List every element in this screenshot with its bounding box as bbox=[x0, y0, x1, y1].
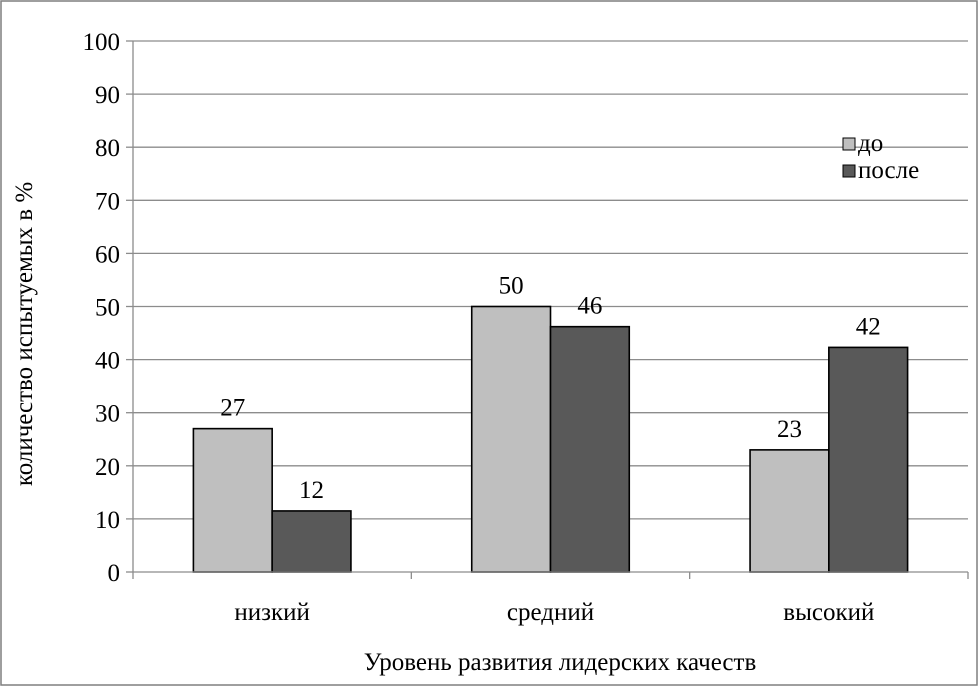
bar bbox=[271, 510, 352, 573]
y-tick-label: 50 bbox=[95, 295, 120, 322]
y-tick-label: 30 bbox=[95, 401, 120, 428]
data-label: 50 bbox=[499, 273, 524, 300]
data-label: 46 bbox=[577, 293, 602, 320]
data-label: 27 bbox=[220, 395, 245, 422]
axes: 0 10 20 30 40 50 60 70 80 90 100 bbox=[83, 29, 969, 587]
bar bbox=[749, 449, 830, 573]
y-tick-label: 100 bbox=[83, 29, 121, 56]
y-tick-label: 90 bbox=[95, 82, 120, 109]
legend-swatch bbox=[842, 137, 856, 151]
y-axis-title: количество испытуемых в % bbox=[11, 182, 38, 486]
y-tick-label: 70 bbox=[95, 188, 120, 215]
y-tick-label: 60 bbox=[95, 241, 120, 268]
bar bbox=[828, 346, 909, 573]
data-label: 42 bbox=[856, 313, 881, 340]
data-label: 23 bbox=[777, 416, 802, 443]
legend-label: после bbox=[858, 157, 919, 184]
category-label: низкий bbox=[234, 599, 310, 626]
labels: 27 12 низкий 50 46 средний 23 42 высокий bbox=[220, 273, 880, 627]
y-tick-label: 10 bbox=[95, 507, 120, 534]
category-label: средний bbox=[507, 599, 594, 626]
y-tick-label: 80 bbox=[95, 135, 120, 162]
legend-swatch bbox=[842, 164, 856, 178]
x-axis-title: Уровень развития лидерских качеств bbox=[364, 649, 757, 676]
category-label: высокий bbox=[783, 599, 874, 626]
bar bbox=[549, 325, 631, 573]
y-tick-label: 20 bbox=[95, 454, 120, 481]
bar bbox=[192, 427, 273, 573]
data-label: 12 bbox=[299, 477, 324, 504]
bar bbox=[470, 305, 552, 573]
legend-label: до bbox=[858, 130, 883, 157]
y-tick-label: 40 bbox=[95, 348, 120, 375]
y-tick-label: 0 bbox=[108, 560, 121, 587]
